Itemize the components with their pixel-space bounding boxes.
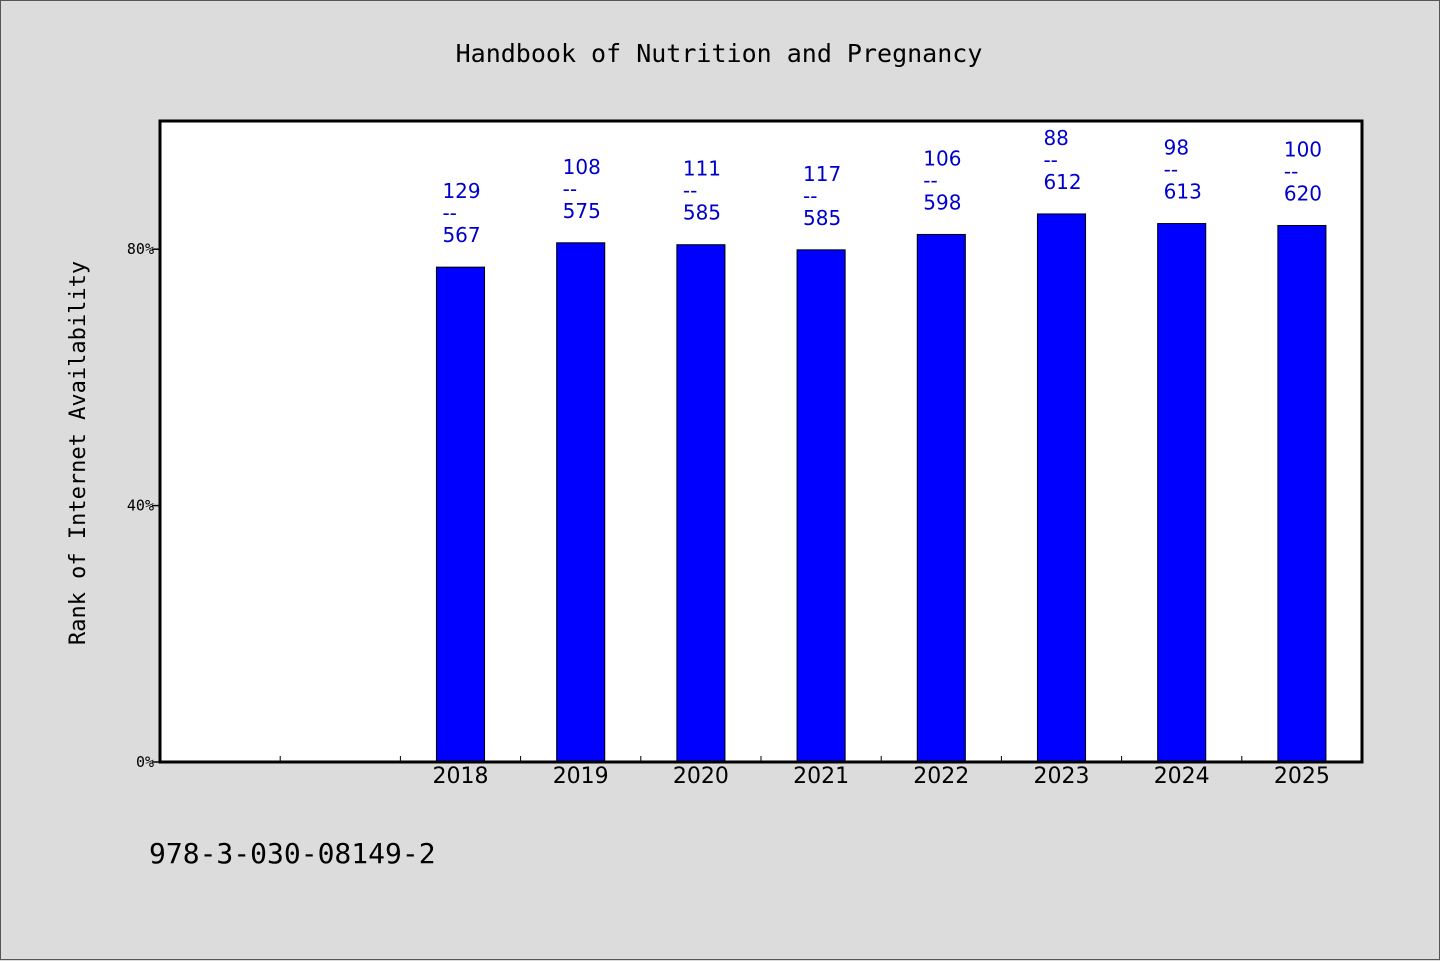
bar xyxy=(1157,223,1207,763)
isbn-footnote: 978-3-030-08149-2 xyxy=(149,837,436,870)
bar-data-label: 567 xyxy=(442,223,480,247)
x-tick-label: 2022 xyxy=(913,764,969,789)
bar xyxy=(676,244,726,763)
bar-data-label: 575 xyxy=(563,199,601,223)
x-tick-label: 2021 xyxy=(793,764,849,789)
bar-data-label: -- xyxy=(923,168,937,192)
bar xyxy=(1277,224,1327,763)
chart-title: Handbook of Nutrition and Pregnancy xyxy=(456,39,983,68)
bar-data-label: 585 xyxy=(683,201,721,225)
bar-data-label: 111 xyxy=(683,157,721,181)
bar-data-label: 98 xyxy=(1164,136,1189,160)
y-tick-label: 80% xyxy=(127,240,154,258)
x-tick-label: 2023 xyxy=(1034,764,1090,789)
y-tick-label: 0% xyxy=(136,753,154,771)
y-axis-label: Rank of Internet Availability xyxy=(66,261,91,645)
plot-border xyxy=(158,119,1364,764)
bar-data-label: -- xyxy=(1164,158,1178,182)
bars-layer: 2018129--5672019108--5752020111--5852021… xyxy=(433,126,1330,789)
bar-data-label: 100 xyxy=(1284,137,1322,161)
bar-data-label: 129 xyxy=(442,179,480,203)
x-tick-label: 2020 xyxy=(673,764,729,789)
bar-data-label: 598 xyxy=(923,190,961,214)
bar-data-label: 106 xyxy=(923,146,961,170)
bar-data-label: -- xyxy=(1043,148,1057,172)
bar xyxy=(435,266,486,763)
x-tick-label: 2025 xyxy=(1274,764,1330,789)
y-tick-label: 40% xyxy=(127,497,154,515)
bar xyxy=(556,242,606,763)
bar-data-label: -- xyxy=(442,201,456,225)
bar-data-label: 620 xyxy=(1284,181,1322,205)
bar xyxy=(1036,213,1087,763)
x-tick-label: 2018 xyxy=(433,764,489,789)
bar xyxy=(916,233,966,763)
x-tick-label: 2019 xyxy=(553,764,609,789)
bar-data-label: 613 xyxy=(1164,180,1202,204)
bar-data-label: -- xyxy=(563,177,577,201)
bar-data-label: 117 xyxy=(803,162,841,186)
x-tick-label: 2024 xyxy=(1154,764,1210,789)
bar-data-label: -- xyxy=(803,184,817,208)
bar xyxy=(796,249,846,763)
bar-data-label: 612 xyxy=(1043,170,1081,194)
bar-data-label: -- xyxy=(683,179,697,203)
bar-data-label: -- xyxy=(1284,159,1298,183)
bar-data-label: 88 xyxy=(1043,126,1068,150)
bar-data-label: 108 xyxy=(563,155,601,179)
bar-data-label: 585 xyxy=(803,206,841,230)
